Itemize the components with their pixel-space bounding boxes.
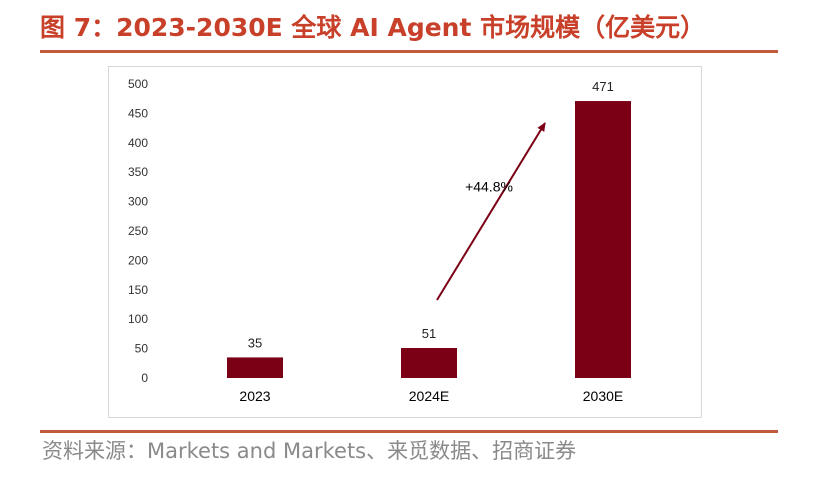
growth-label: +44.8% (465, 179, 513, 195)
y-tick-label: 200 (128, 253, 148, 267)
category-label: 2024E (409, 388, 449, 404)
bar-chart: 0 50 100 150 200 250 300 350 400 450 500 35 2023 51 2… (128, 77, 631, 404)
y-tick-label: 0 (141, 371, 148, 385)
bar-2023 (227, 357, 283, 378)
source-divider (40, 430, 778, 433)
category-label: 2030E (583, 388, 623, 404)
y-tick-label: 500 (128, 77, 148, 91)
growth-annotation: +44.8% (436, 122, 546, 301)
y-tick-label: 150 (128, 283, 148, 297)
y-tick-label: 50 (135, 342, 149, 356)
y-tick-label: 300 (128, 195, 148, 209)
y-tick-label: 100 (128, 312, 148, 326)
y-tick-label: 450 (128, 106, 148, 120)
bar-2030e (575, 101, 631, 378)
title-divider (40, 50, 778, 53)
y-axis: 0 50 100 150 200 250 300 350 400 450 500 (128, 77, 148, 385)
page-title: 图 7：2023-2030E 全球 AI Agent 市场规模（亿美元） (40, 13, 706, 42)
source-note: 资料来源：Markets and Markets、来觅数据、招商证券 (42, 439, 577, 463)
y-tick-label: 400 (128, 136, 148, 150)
category-label: 2023 (239, 388, 270, 404)
data-label: 51 (422, 326, 436, 341)
growth-arrow (436, 122, 546, 301)
data-label: 35 (248, 335, 262, 350)
bar-2024e (401, 348, 457, 378)
y-tick-label: 250 (128, 224, 148, 238)
y-tick-label: 350 (128, 165, 148, 179)
data-label: 471 (592, 79, 614, 94)
bars: 35 2023 51 2024E 471 2030E (227, 79, 631, 404)
